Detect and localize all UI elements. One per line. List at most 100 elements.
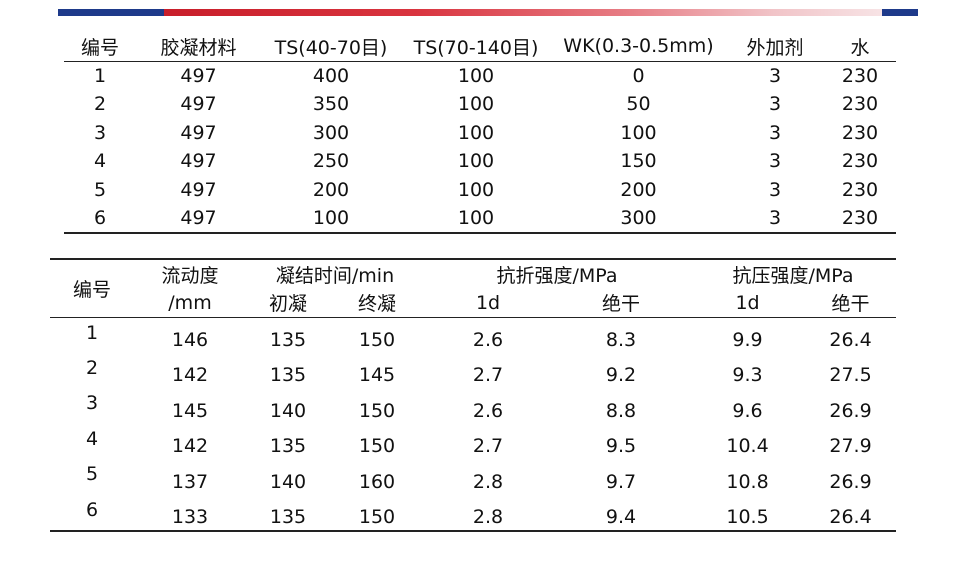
table1-cell: 3 <box>726 204 824 235</box>
table1-cell: 100 <box>457 64 495 87</box>
table2-cell: 150 <box>358 399 396 422</box>
table2-row: 1 146 135 150 2.6 8.3 9.9 26.4 <box>50 317 896 353</box>
table2-cell: 2.8 <box>472 470 504 493</box>
table2-cell: 10.4 <box>726 435 769 458</box>
table1-cell: 497 <box>180 150 217 173</box>
table2-cell: 9.7 <box>605 470 637 493</box>
table1-cell: 3 <box>768 179 782 202</box>
table1-cell: 50 <box>626 93 651 116</box>
table2-cell: 27.5 <box>829 364 872 387</box>
table1-cell: 230 <box>841 93 879 116</box>
table1-cell: 3 <box>768 150 782 173</box>
table1-cell: 497 <box>180 64 217 87</box>
table1-cell: 300 <box>312 121 350 144</box>
table2-cell: 135 <box>246 494 330 532</box>
table2-cell: 2 <box>85 356 99 379</box>
table2-cell: 146 <box>171 328 209 351</box>
performance-table: 编号 流动度 凝结时间/min 抗折强度/MPa 抗压强度/MPa /mm 初凝… <box>50 258 897 532</box>
table1-cell: 200 <box>620 179 657 202</box>
table2-row: 6 133 135 150 2.8 9.4 10.5 26.4 <box>50 494 897 532</box>
table1-cell: 6 <box>64 204 136 235</box>
table2-cell: 9.9 <box>732 328 763 351</box>
table2-cell: 160 <box>358 470 396 493</box>
table2-header-row-1: 编号 流动度 凝结时间/min 抗折强度/MPa 抗压强度/MPa <box>50 258 897 318</box>
table1-cell: 4 <box>93 150 107 173</box>
table2-cell: 135 <box>269 435 307 458</box>
table1-cell: 497 <box>180 93 217 116</box>
table1-header-cell: 胶凝材料 <box>136 32 261 62</box>
table2-cell: 2.7 <box>472 435 504 458</box>
table2-cell: 150 <box>358 328 396 351</box>
table2-cell: 9.3 <box>732 364 763 387</box>
table1-row: 6 497 100 100 300 3 230 <box>64 204 896 235</box>
table2-cell: 9.5 <box>605 435 637 458</box>
table1-header-cell: 外加剂 <box>726 32 824 62</box>
table1-row: 4 497 250 100 150 3 230 <box>64 147 896 176</box>
table1-header-row: 编号 胶凝材料 TS(40-70目) TS(70-140目) WK(0.3-0.… <box>64 32 896 62</box>
table2-cell: 26.4 <box>829 328 872 351</box>
table2-cell: 4 <box>85 427 99 450</box>
table2-cell: 10.5 <box>690 494 806 532</box>
mix-proportion-table: 编号 胶凝材料 TS(40-70目) TS(70-140目) WK(0.3-0.… <box>64 32 896 235</box>
top-bar-blue-left <box>58 9 164 16</box>
table2-header-initial-set: 初凝 <box>246 289 330 318</box>
table1-header-cell: WK(0.3-0.5mm) <box>551 32 726 62</box>
table1-cell: 250 <box>312 150 350 173</box>
table2-header-compressive: 抗压强度/MPa <box>690 258 897 289</box>
table1-cell: 300 <box>551 204 726 235</box>
table2-cell: 6 <box>50 494 134 532</box>
table2-cell: 2.8 <box>424 494 553 532</box>
table1-cell: 100 <box>457 150 495 173</box>
table2-cell: 135 <box>269 364 307 387</box>
table1-cell: 100 <box>457 179 495 202</box>
table2-cell: 10.8 <box>726 470 769 493</box>
table2-header-flex-1d: 1d <box>424 289 553 318</box>
table1-cell: 3 <box>768 64 782 87</box>
table1-cell: 350 <box>312 93 350 116</box>
table1-cell: 497 <box>180 121 217 144</box>
table2-cell: 137 <box>171 470 209 493</box>
table1-header-cell: TS(70-140目) <box>401 32 551 62</box>
table1-cell: 230 <box>841 64 879 87</box>
table2-row: 5 137 140 160 2.8 9.7 10.8 26.9 <box>50 459 896 495</box>
table2-cell: 150 <box>358 435 396 458</box>
table1-cell: 497 <box>180 179 217 202</box>
table2-cell: 2.7 <box>472 364 504 387</box>
table2-cell: 142 <box>171 364 209 387</box>
table2-cell: 9.6 <box>732 399 763 422</box>
table1-cell: 497 <box>136 204 261 235</box>
table2-cell: 26.9 <box>829 470 872 493</box>
table1-cell: 0 <box>632 64 645 87</box>
table2-cell: 133 <box>134 494 246 532</box>
table2-cell: 1 <box>85 321 99 344</box>
table1-cell: 3 <box>768 121 782 144</box>
table1-row: 3 497 300 100 100 3 230 <box>64 118 896 147</box>
table1-cell: 5 <box>93 179 107 202</box>
table1-body: 1 497 400 100 0 3 230 2 497 350 100 50 3 230 3 497 300 10… <box>64 61 896 235</box>
table2-cell: 26.4 <box>805 494 897 532</box>
table1-cell: 100 <box>261 204 401 235</box>
table1-cell: 230 <box>841 121 879 144</box>
table2-cell: 2.6 <box>472 399 504 422</box>
top-bar-red-gradient <box>164 9 882 16</box>
table1-cell: 100 <box>457 121 495 144</box>
table1-cell: 230 <box>841 150 879 173</box>
table2-cell: 8.8 <box>605 399 637 422</box>
table2-cell: 135 <box>269 328 307 351</box>
table1-header-cell: 水 <box>824 32 896 62</box>
table2-header-setting-time: 凝结时间/min <box>246 258 425 289</box>
table2-cell: 5 <box>85 463 99 486</box>
table1-cell: 1 <box>93 64 107 87</box>
table2-header-flow-line2: /mm <box>134 289 246 318</box>
table1-cell: 100 <box>620 121 657 144</box>
table2-cell: 9.2 <box>605 364 637 387</box>
table2-cell: 150 <box>330 494 425 532</box>
table1-row: 5 497 200 100 200 3 230 <box>64 176 896 205</box>
table2-cell: 26.9 <box>829 399 872 422</box>
table2-cell: 2.6 <box>472 328 504 351</box>
table2-header-flexural: 抗折强度/MPa <box>424 258 691 289</box>
decorative-top-bar <box>58 9 918 16</box>
table1-row: 2 497 350 100 50 3 230 <box>64 90 896 119</box>
table1-cell: 2 <box>93 93 107 116</box>
table1-cell: 100 <box>457 93 495 116</box>
